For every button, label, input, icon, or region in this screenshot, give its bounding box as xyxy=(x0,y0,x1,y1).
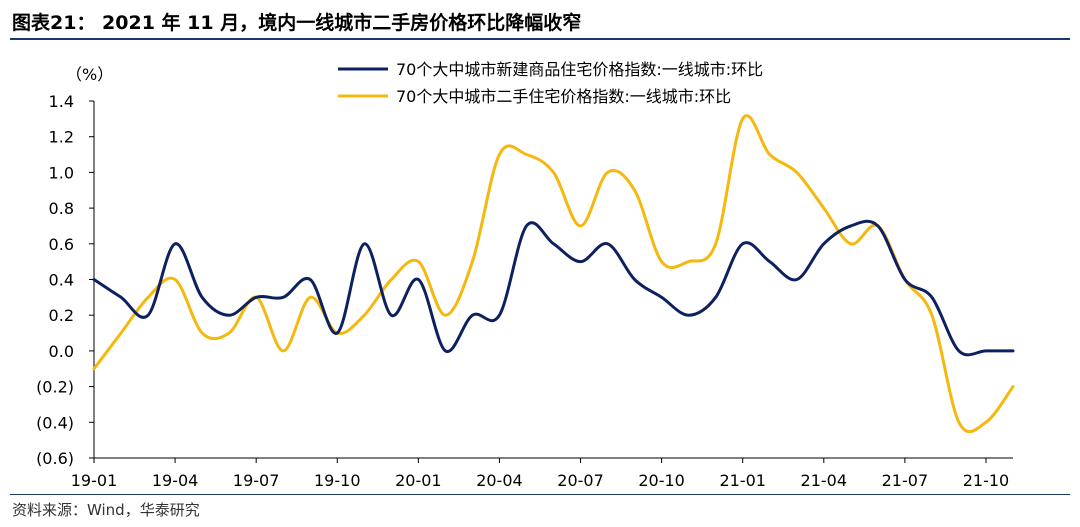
y-tick-label: (0.2) xyxy=(36,378,74,397)
y-tick-label: 0.4 xyxy=(49,271,74,290)
y-tick-label: (0.6) xyxy=(36,449,74,468)
footer-divider xyxy=(10,494,1070,495)
x-tick-label: 20-07 xyxy=(557,471,604,490)
x-tick-label: 20-01 xyxy=(395,471,442,490)
series-line-second-hand xyxy=(92,114,1015,434)
source-note: 资料来源：Wind，华泰研究 xyxy=(12,501,200,519)
y-unit-label: （%） xyxy=(66,65,113,84)
y-tick-label: 0.8 xyxy=(49,199,74,218)
y-tick-label: 0.2 xyxy=(49,306,74,325)
x-tick-label: 21-07 xyxy=(882,471,929,490)
title-divider xyxy=(10,38,1070,40)
legend-label: 70个大中城市二手住宅价格指数:一线城市:环比 xyxy=(396,87,731,106)
y-tick-label: (0.4) xyxy=(36,413,74,432)
y-tick-label: 1.2 xyxy=(49,128,74,147)
x-tick-label: 19-10 xyxy=(314,471,361,490)
chart-legend: 70个大中城市新建商品住宅价格指数:一线城市:环比 70个大中城市二手住宅价格指数… xyxy=(338,60,763,106)
chart-lines xyxy=(92,114,1015,434)
chart-title: 图表21： 2021 年 11 月，境内一线城市二手房价格环比降幅收窄 xyxy=(12,12,582,34)
y-tick-label: 1.4 xyxy=(49,92,74,111)
legend-label: 70个大中城市新建商品住宅价格指数:一线城市:环比 xyxy=(396,60,763,79)
y-tick-label: 0.0 xyxy=(49,342,74,361)
x-tick-label: 19-04 xyxy=(152,471,199,490)
x-tick-label: 20-04 xyxy=(476,471,523,490)
line-chart: （%） 1.4 1.2 1.0 0.8 0.6 0.4 0.2 0.0 (0.2) (0.4) (0.… xyxy=(36,60,1015,490)
chart-ticks: （%） 1.4 1.2 1.0 0.8 0.6 0.4 0.2 0.0 (0.2) (0.4) (0.… xyxy=(36,65,1009,490)
chart-axes xyxy=(93,101,1013,459)
x-tick-label: 21-04 xyxy=(801,471,848,490)
x-tick-label: 19-01 xyxy=(71,471,118,490)
x-tick-label: 19-07 xyxy=(233,471,280,490)
x-tick-label: 21-10 xyxy=(963,471,1010,490)
x-tick-label: 20-10 xyxy=(638,471,685,490)
y-tick-label: 1.0 xyxy=(49,163,74,182)
x-tick-label: 21-01 xyxy=(719,471,766,490)
title-bar: 图表21： 2021 年 11 月，境内一线城市二手房价格环比降幅收窄 xyxy=(0,0,1080,40)
y-tick-label: 0.6 xyxy=(49,235,74,254)
series-line-new-homes xyxy=(92,219,1015,357)
